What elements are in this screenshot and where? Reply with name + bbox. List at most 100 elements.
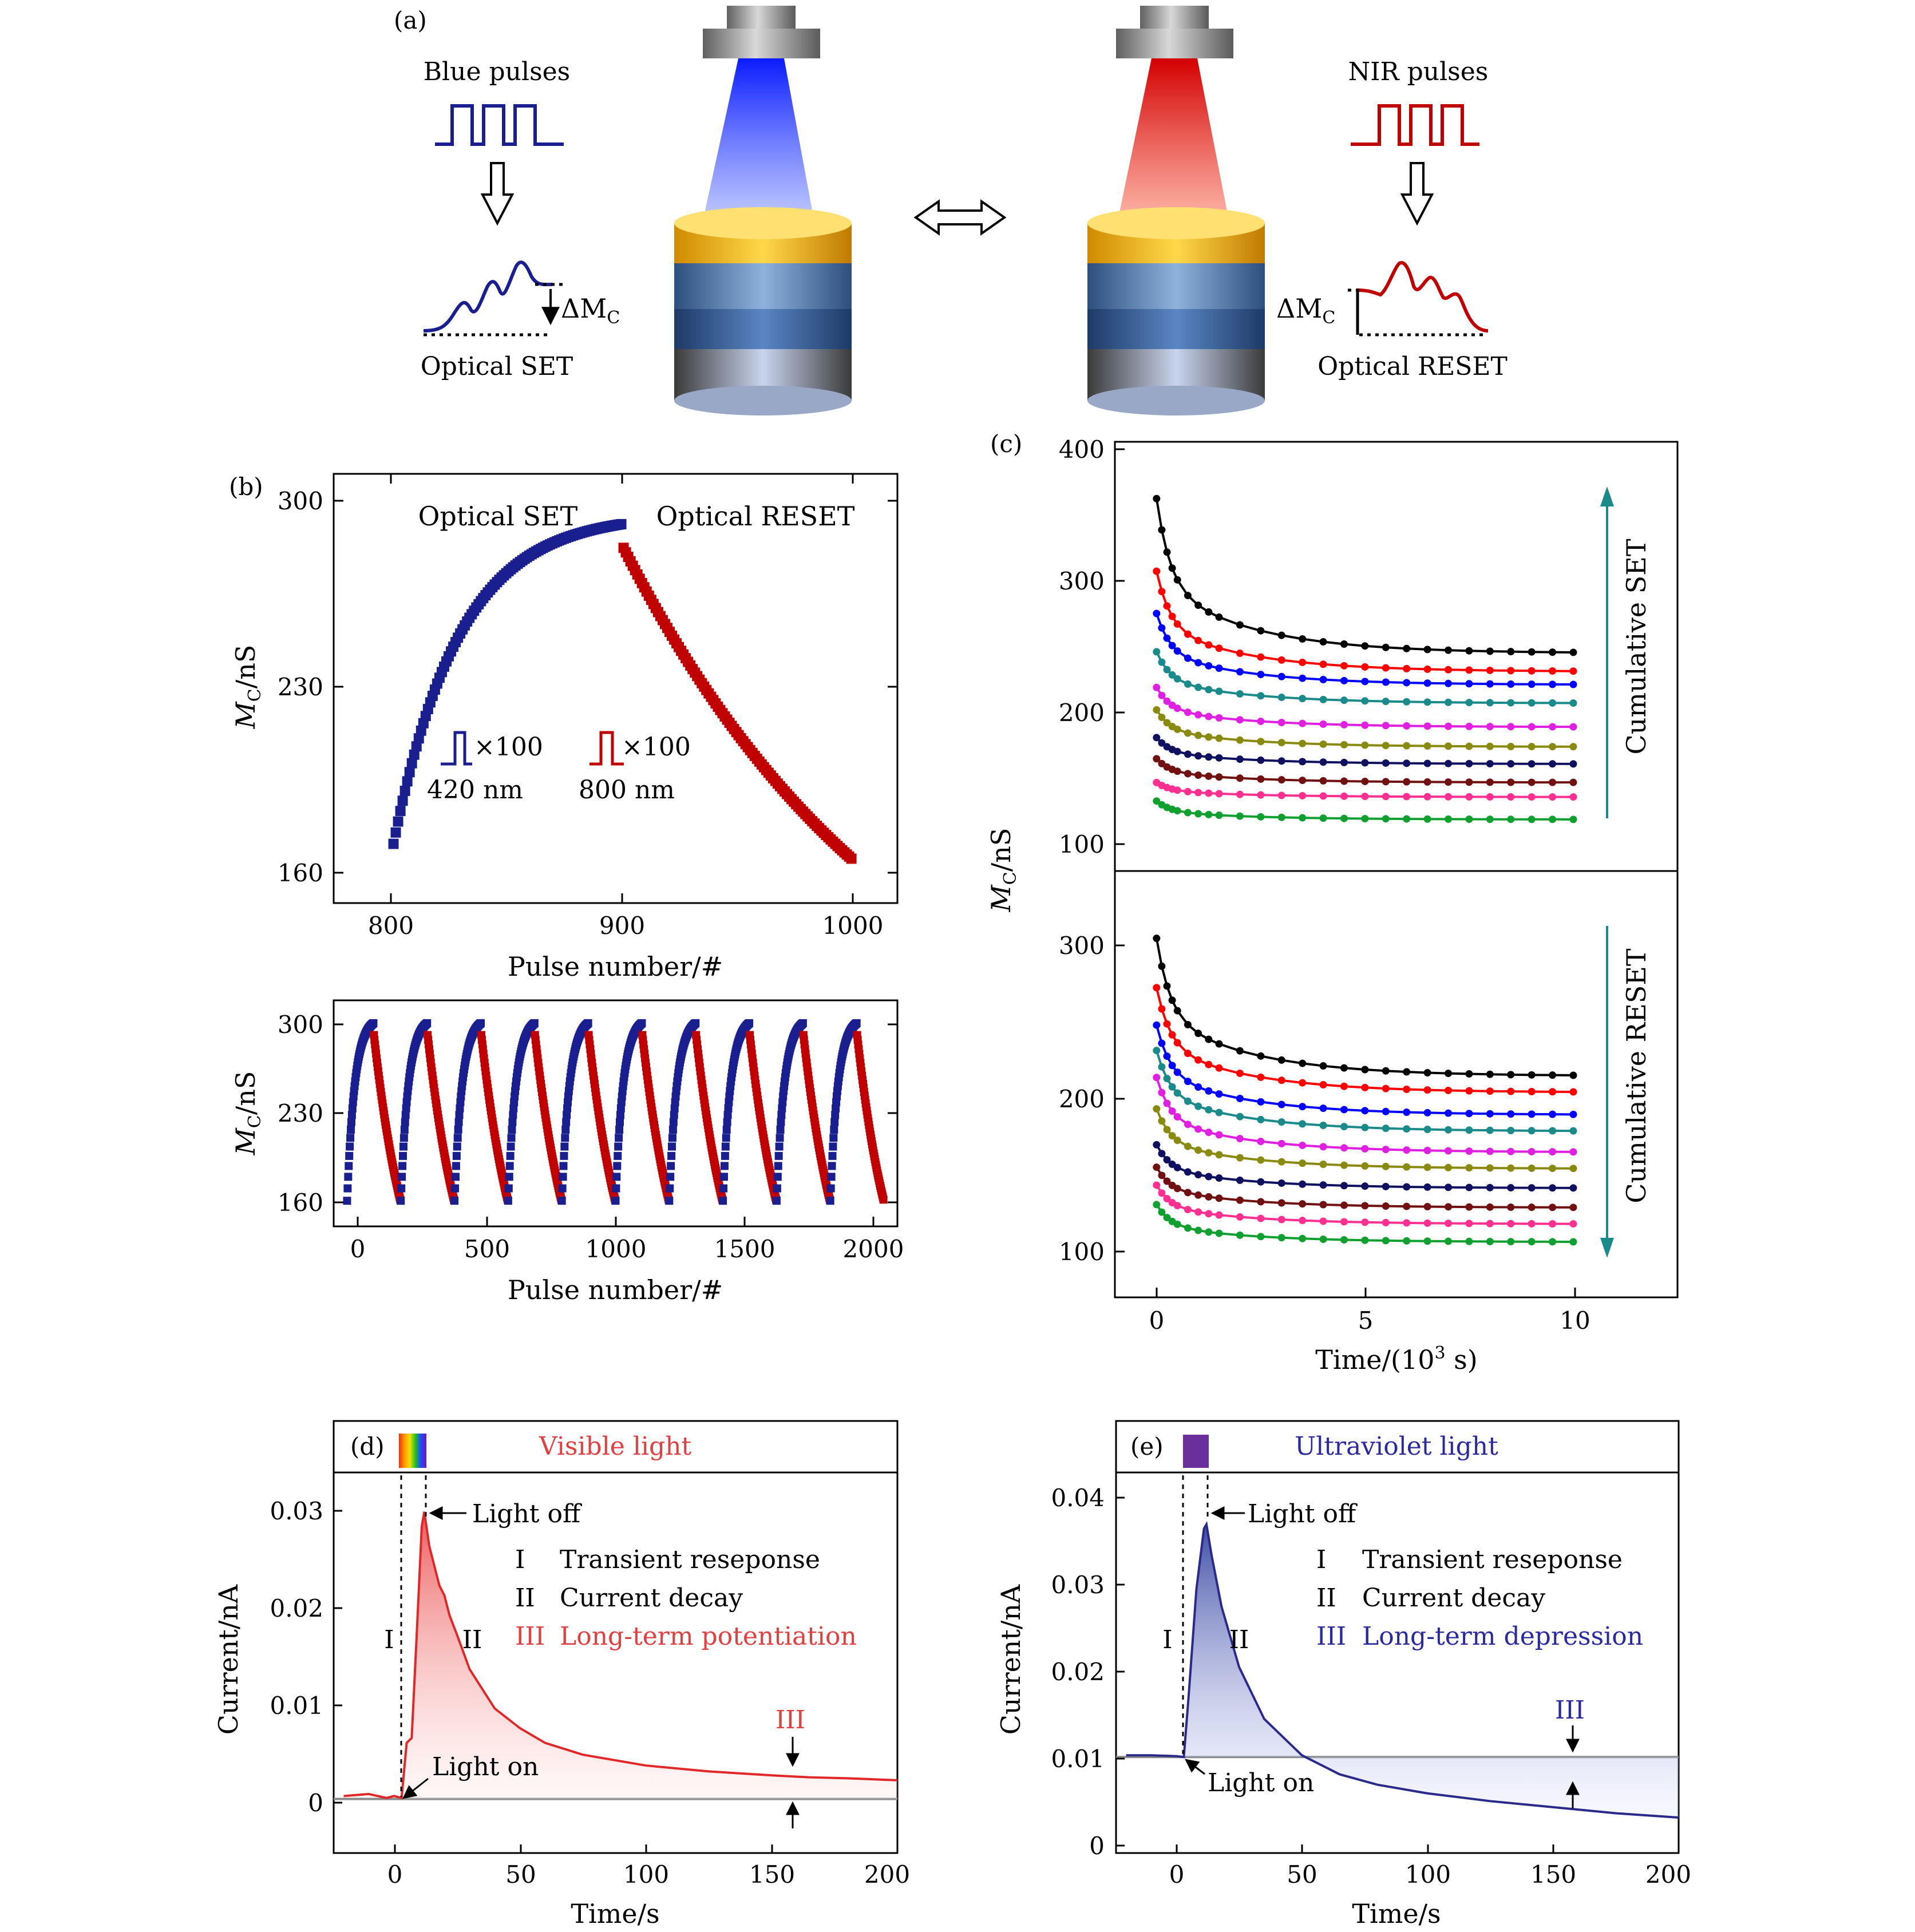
b-cycle-set-point xyxy=(399,1142,407,1151)
c-set-point xyxy=(1257,756,1265,764)
c-reset-point xyxy=(1299,1079,1307,1087)
c-reset-point xyxy=(1184,1097,1192,1105)
c-reset-point xyxy=(1194,1056,1202,1064)
b-cycle-set-point xyxy=(560,1151,568,1160)
c-set-point xyxy=(1277,791,1285,799)
c-reset-point xyxy=(1173,1185,1181,1193)
c-reset-point xyxy=(1173,1202,1181,1210)
c-set-point xyxy=(1277,718,1285,726)
c-set-point xyxy=(1158,691,1166,699)
c-set-point xyxy=(1528,680,1536,688)
c-set-point xyxy=(1205,608,1213,616)
d-legend-num: I xyxy=(515,1545,525,1574)
c-set-point xyxy=(1528,743,1536,751)
c-set-point xyxy=(1382,759,1390,767)
d-light-off-label: Light off xyxy=(472,1499,582,1529)
c-set-point xyxy=(1569,760,1577,768)
c-reset-point xyxy=(1465,1203,1473,1211)
b-cycle-set-point xyxy=(776,1125,785,1134)
b-top-ytick-label: 300 xyxy=(278,487,323,515)
b-cycle-set-point xyxy=(399,1134,408,1142)
b-cycle-set-point xyxy=(723,1111,732,1119)
b-cycle-set-point xyxy=(456,1104,464,1113)
d-legend-text: Transient reseponse xyxy=(560,1545,820,1574)
b-cycle-set-point xyxy=(348,1104,357,1113)
c-set-point xyxy=(1153,755,1161,763)
panel-c: (c) 400 300 200 100 300 200 100 xyxy=(986,430,1679,1375)
panel-d-label: (d) xyxy=(350,1432,385,1460)
b-cycle-set-point xyxy=(477,1019,485,1027)
c-reset-point xyxy=(1257,1233,1265,1241)
b-cycle-set-point xyxy=(668,1142,676,1151)
c-reset-point xyxy=(1205,1129,1213,1137)
c-reset-point xyxy=(1486,1220,1494,1228)
b-cycle-set-point xyxy=(745,1019,754,1027)
c-set-point xyxy=(1507,793,1515,801)
b-bottom-xtick-label: 0 xyxy=(350,1235,366,1263)
c-set-point xyxy=(1173,767,1181,775)
c-set-point xyxy=(1486,723,1494,731)
b-inset-right-wl: 800 nm xyxy=(579,775,675,805)
c-set-point xyxy=(1173,576,1181,584)
c-reset-point xyxy=(1528,1088,1536,1096)
c-reset-point xyxy=(1257,1178,1265,1186)
e-xtick-label: 50 xyxy=(1287,1860,1317,1889)
b-cycle-set-point xyxy=(423,1019,432,1027)
b-cycle-set-point xyxy=(450,1197,459,1205)
right-objective-top xyxy=(1140,6,1209,29)
c-set-point xyxy=(1340,696,1348,704)
c-set-point xyxy=(1423,722,1431,730)
c-reset-point xyxy=(1361,1218,1369,1226)
b-cycle-set-point xyxy=(507,1134,516,1142)
b-inset-left: ×100 420 nm xyxy=(427,731,543,805)
e-region-III: III xyxy=(1555,1696,1585,1725)
b-cycle-set-point xyxy=(452,1151,461,1160)
c-set-point xyxy=(1277,776,1285,784)
c-reset-point xyxy=(1549,1184,1557,1192)
c-reset-arrow-label: Cumulative RESET xyxy=(1621,948,1652,1203)
b-inset-right: ×100 800 nm xyxy=(579,731,691,805)
c-set-point xyxy=(1319,777,1327,785)
c-top-ytick-label: 200 xyxy=(1059,699,1105,727)
c-set-point xyxy=(1423,759,1431,767)
b-cycle-set-point xyxy=(401,1118,409,1126)
c-set-point xyxy=(1194,789,1202,797)
c-set-point xyxy=(1569,793,1577,801)
c-reset-point xyxy=(1445,1163,1453,1171)
b-cycle-set-point xyxy=(719,1184,728,1193)
b-cycle-set-point xyxy=(830,1118,839,1126)
c-reset-point xyxy=(1158,1005,1166,1013)
c-xtick-label: 5 xyxy=(1358,1307,1374,1335)
c-set-point xyxy=(1528,760,1536,768)
c-reset-point xyxy=(1299,1059,1307,1067)
c-reset-point xyxy=(1163,1194,1171,1202)
c-reset-point xyxy=(1173,1007,1181,1015)
b-cycle-set-point xyxy=(826,1197,834,1205)
c-reset-point xyxy=(1340,1106,1348,1114)
c-reset-point xyxy=(1465,1070,1473,1078)
b-set-point xyxy=(397,795,408,806)
b-cycle-set-point xyxy=(454,1118,463,1126)
blue-beam xyxy=(701,58,816,229)
c-reset-point xyxy=(1163,1099,1171,1107)
b-set-point xyxy=(406,758,417,769)
c-reset-point xyxy=(1168,1132,1176,1140)
c-reset-point xyxy=(1340,1082,1348,1090)
d-area xyxy=(401,1511,897,1799)
b-inset-left-mult: ×100 xyxy=(474,733,543,762)
d-curve xyxy=(343,1511,898,1800)
b-cycle-set-point xyxy=(667,1162,675,1170)
c-top-ytick-label: 100 xyxy=(1059,830,1105,858)
d-plot-frame xyxy=(333,1471,899,1854)
c-set-point xyxy=(1486,815,1494,824)
b-set-point xyxy=(388,838,399,849)
c-set-point xyxy=(1194,810,1202,818)
c-reset-point xyxy=(1486,1110,1494,1118)
c-reset-point xyxy=(1528,1071,1536,1079)
c-set-point xyxy=(1153,648,1161,656)
c-set-point xyxy=(1153,797,1161,805)
d-light-label: Visible light xyxy=(539,1432,692,1461)
reset-delta-label: ΔMC xyxy=(1276,293,1335,328)
c-reset-point xyxy=(1277,1076,1285,1084)
c-set-point xyxy=(1423,793,1431,801)
